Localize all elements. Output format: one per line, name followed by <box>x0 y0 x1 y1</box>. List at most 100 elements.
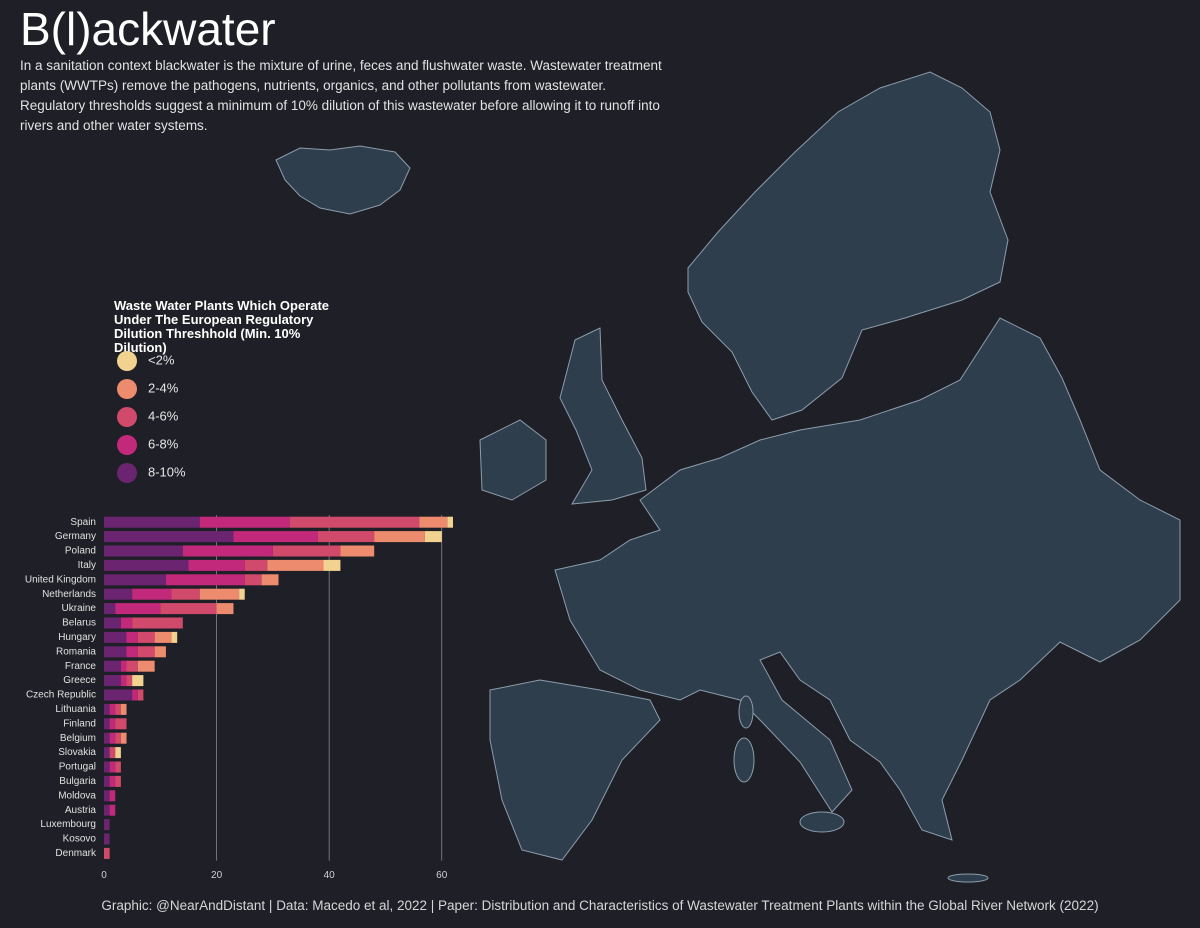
bar-segment <box>374 531 425 543</box>
legend-label: 6-8% <box>148 436 179 451</box>
bar-segment <box>154 631 172 643</box>
bar-segment <box>115 732 121 744</box>
y-tick-label: Hungary <box>58 632 96 643</box>
map-iberia <box>489 679 661 861</box>
y-tick-label: United Kingdom <box>25 574 96 585</box>
y-tick-label: Poland <box>65 546 96 557</box>
legend-swatch <box>117 351 137 371</box>
bar-segment <box>109 790 116 802</box>
bar-segment <box>137 660 155 672</box>
bar-segment <box>109 703 116 715</box>
x-tick-label: 0 <box>101 870 107 881</box>
bar-segment <box>104 646 127 658</box>
legend-swatch <box>117 435 137 455</box>
bar-segment <box>115 761 121 773</box>
bar-segment <box>109 732 116 744</box>
bar-segment <box>104 703 110 715</box>
bar-segment <box>216 603 234 615</box>
map-iceland <box>275 145 411 215</box>
bar-segment <box>104 775 110 787</box>
bar-segment <box>160 603 217 615</box>
y-tick-label: Belarus <box>62 618 96 629</box>
bar-segment <box>137 631 155 643</box>
y-tick-label: Germany <box>55 531 96 542</box>
y-tick-label: Greece <box>63 675 96 686</box>
y-tick-label: Austria <box>65 805 97 816</box>
map <box>275 71 1181 883</box>
y-tick-label: Finland <box>63 718 96 729</box>
bar-segment <box>104 718 110 730</box>
legend-swatch <box>117 407 137 427</box>
bar-segment <box>323 559 341 571</box>
y-tick-label: Spain <box>70 517 96 528</box>
bar-segment <box>104 660 121 672</box>
bar-segment <box>120 703 127 715</box>
y-tick-label: Bulgaria <box>59 776 96 787</box>
bar-segment <box>199 588 240 600</box>
bar-segment <box>317 531 375 543</box>
bar-segment <box>104 819 110 831</box>
legend-label: 2-4% <box>148 380 179 395</box>
legend-label: 4-6% <box>148 408 179 423</box>
x-tick-label: 20 <box>211 870 223 881</box>
legend-label: <2% <box>148 352 175 367</box>
bar-segment <box>244 574 262 586</box>
bar-segment <box>104 747 110 759</box>
y-tick-label: Lithuania <box>55 704 96 715</box>
bar-segment <box>199 516 290 528</box>
subtitle: In a sanitation context blackwater is th… <box>20 58 662 133</box>
y-tick-label: Slovakia <box>58 747 96 758</box>
bar-segment <box>104 833 110 845</box>
bar-segment <box>137 689 144 701</box>
legend-label: 8-10% <box>148 464 186 479</box>
bar-segment <box>104 631 127 643</box>
y-tick-label: France <box>65 661 97 672</box>
bar-segment <box>419 516 448 528</box>
bar-segment <box>182 545 273 557</box>
bar-segment <box>233 531 318 543</box>
bar-segment <box>132 675 144 687</box>
x-tick-label: 40 <box>324 870 336 881</box>
bar-segment <box>109 747 116 759</box>
bar-segment <box>104 574 166 586</box>
map-ireland <box>479 419 547 501</box>
bar-segment <box>424 531 442 543</box>
bar-segment <box>120 617 133 629</box>
bar-segment <box>115 703 121 715</box>
bar-segment <box>120 660 127 672</box>
bar-segment <box>104 790 110 802</box>
legend: <2% 2-4% 4-6% 6-8% 8-10% <box>117 351 186 483</box>
bar-segment <box>239 588 245 600</box>
bar-segment <box>188 559 245 571</box>
bar-segment <box>104 732 110 744</box>
bar-segment <box>126 631 138 643</box>
map-scandinavia <box>687 71 1009 421</box>
bar-segment <box>132 617 183 629</box>
bar-segment <box>104 804 110 816</box>
bar-segment <box>109 804 116 816</box>
bar-segment <box>340 545 375 557</box>
bar-segment <box>115 747 121 759</box>
bar-segment <box>104 689 133 701</box>
bar-segment <box>104 675 121 687</box>
plot-area: 0 20 40 60 Spain Germany Poland Italy United Kin… <box>25 515 453 881</box>
source: Graphic: @NearAndDistant | Data: Macedo … <box>101 898 1099 913</box>
bar-segment <box>104 847 110 859</box>
bar-segment <box>115 718 127 730</box>
bar-segment <box>104 603 116 615</box>
bar-segment <box>104 516 200 528</box>
bar-segment <box>267 559 324 571</box>
map-sardinia <box>733 737 755 783</box>
bar-segment <box>126 675 133 687</box>
bar-segment <box>104 545 183 557</box>
map-crete <box>947 873 989 883</box>
bar-segment <box>104 531 234 543</box>
bar-segment <box>171 588 200 600</box>
bar-segment <box>126 646 138 658</box>
y-tick-label: Luxembourg <box>40 819 96 830</box>
bar-segment <box>272 545 341 557</box>
bar-segment <box>104 559 189 571</box>
y-tick-label: Italy <box>78 560 96 571</box>
